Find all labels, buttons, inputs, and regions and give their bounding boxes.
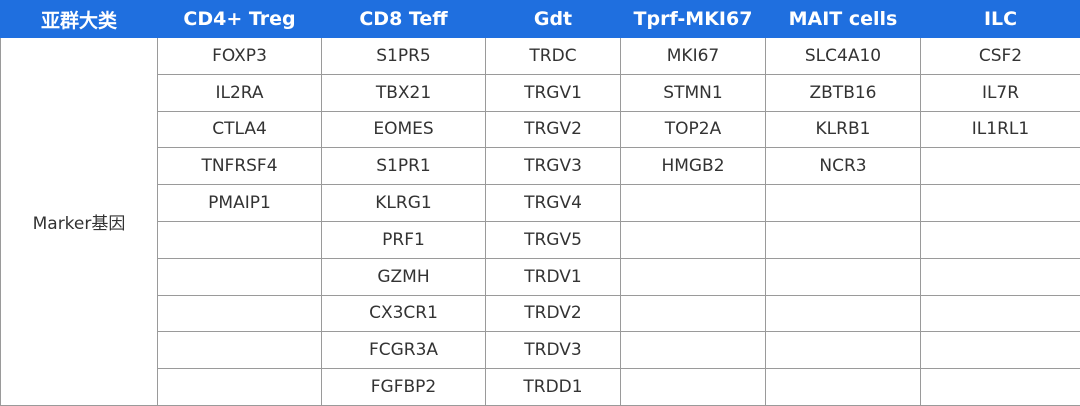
- gene-cell: IL1RL1: [920, 110, 1080, 149]
- empty-cell: [157, 368, 322, 406]
- empty-cell: [765, 294, 921, 333]
- gene-cell: CSF2: [920, 37, 1080, 75]
- empty-cell: [920, 331, 1080, 370]
- table-row: TNFRSF4 S1PR1 TRGV3 HMGB2 NCR3: [1, 147, 1080, 186]
- gene-cell: TRDC: [485, 37, 621, 75]
- empty-cell: [765, 220, 921, 259]
- empty-cell: [920, 220, 1080, 259]
- empty-cell: [620, 368, 766, 406]
- empty-cell: [620, 257, 766, 296]
- gene-cell: TRGV2: [485, 110, 621, 149]
- table-row: FGFBP2 TRDD1: [1, 368, 1080, 406]
- gene-cell: GZMH: [321, 257, 486, 296]
- empty-cell: [920, 184, 1080, 222]
- table-row: FCGR3A TRDV3: [1, 331, 1080, 370]
- empty-cell: [157, 220, 322, 259]
- gene-cell: TRGV1: [485, 73, 621, 112]
- gene-cell: CX3CR1: [321, 294, 486, 333]
- header-cell: ILC: [920, 0, 1080, 38]
- gene-cell: TNFRSF4: [157, 147, 322, 186]
- header-cell: MAIT cells: [765, 0, 921, 38]
- gene-cell: KLRG1: [321, 184, 486, 222]
- header-cell: Tprf-MKI67: [620, 0, 766, 38]
- gene-cell: KLRB1: [765, 110, 921, 149]
- gene-cell: SLC4A10: [765, 37, 921, 75]
- gene-cell: TRDV1: [485, 257, 621, 296]
- header-cell: CD4+ Treg: [157, 0, 322, 38]
- gene-cell: TBX21: [321, 73, 486, 112]
- gene-cell: TRGV5: [485, 220, 621, 259]
- empty-cell: [920, 368, 1080, 406]
- empty-cell: [765, 368, 921, 406]
- table-row: PRF1 TRGV5: [1, 220, 1080, 259]
- gene-cell: TRDD1: [485, 368, 621, 406]
- header-cell: CD8 Teff: [321, 0, 486, 38]
- gene-cell: FOXP3: [157, 37, 322, 75]
- gene-cell: TRGV4: [485, 184, 621, 222]
- gene-cell: STMN1: [620, 73, 766, 112]
- empty-cell: [620, 294, 766, 333]
- empty-cell: [765, 331, 921, 370]
- gene-cell: TOP2A: [620, 110, 766, 149]
- gene-cell: CTLA4: [157, 110, 322, 149]
- table-row: CX3CR1 TRDV2: [1, 294, 1080, 333]
- empty-cell: [765, 184, 921, 222]
- gene-cell: EOMES: [321, 110, 486, 149]
- header-cell: 亚群大类: [0, 0, 158, 38]
- table-row: IL2RA TBX21 TRGV1 STMN1 ZBTB16 IL7R: [1, 73, 1080, 112]
- empty-cell: [157, 294, 322, 333]
- empty-cell: [765, 257, 921, 296]
- empty-cell: [920, 257, 1080, 296]
- gene-cell: MKI67: [620, 37, 766, 75]
- gene-cell: NCR3: [765, 147, 921, 186]
- gene-cell: FCGR3A: [321, 331, 486, 370]
- gene-cell: TRGV3: [485, 147, 621, 186]
- empty-cell: [620, 220, 766, 259]
- table-row: CTLA4 EOMES TRGV2 TOP2A KLRB1 IL1RL1: [1, 110, 1080, 149]
- gene-cell: FGFBP2: [321, 368, 486, 406]
- table-row: PMAIP1 KLRG1 TRGV4: [1, 184, 1080, 222]
- empty-cell: [620, 331, 766, 370]
- header-cell: Gdt: [485, 0, 621, 38]
- empty-cell: [920, 294, 1080, 333]
- table-body: Marker基因 FOXP3 S1PR5 TRDC MKI67 SLC4A10 CSF2 IL…: [0, 37, 1080, 406]
- table-row: Marker基因 FOXP3 S1PR5 TRDC MKI67 SLC4A10 CSF2: [0, 37, 1080, 406]
- gene-cell: PMAIP1: [157, 184, 322, 222]
- gene-cell: TRDV3: [485, 331, 621, 370]
- gene-cell: S1PR5: [321, 37, 486, 75]
- empty-cell: [620, 184, 766, 222]
- gene-cell: ZBTB16: [765, 73, 921, 112]
- empty-cell: [157, 257, 322, 296]
- gene-cell: HMGB2: [620, 147, 766, 186]
- gene-cell: TRDV2: [485, 294, 621, 333]
- gene-cell: IL7R: [920, 73, 1080, 112]
- gene-cell: IL2RA: [157, 73, 322, 112]
- empty-cell: [157, 331, 322, 370]
- table-row: GZMH TRDV1: [1, 257, 1080, 296]
- row-label: Marker基因: [0, 37, 158, 406]
- gene-cell: PRF1: [321, 220, 486, 259]
- gene-cell: S1PR1: [321, 147, 486, 186]
- header-row: 亚群大类 CD4+ Treg CD8 Teff Gdt Tprf-MKI67 MAIT c…: [0, 0, 1080, 38]
- empty-cell: [920, 147, 1080, 186]
